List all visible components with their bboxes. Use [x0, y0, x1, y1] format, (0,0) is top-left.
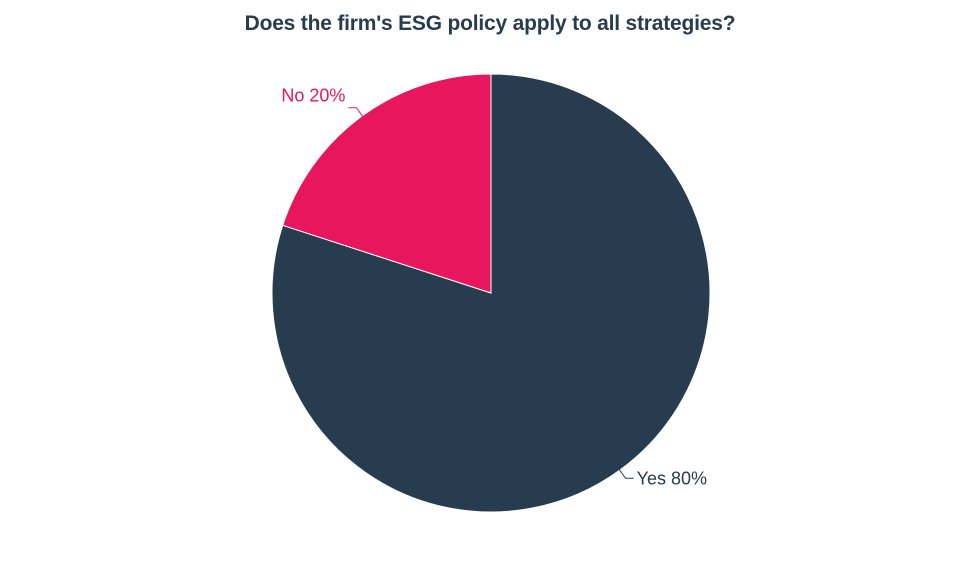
label-leaders — [348, 107, 634, 479]
chart-title: Does the firm's ESG policy apply to all … — [244, 12, 736, 35]
leader-line-yes — [618, 468, 634, 479]
slice-label-no: No 20% — [281, 86, 345, 106]
slice-label-yes: Yes 80% — [637, 468, 707, 488]
leader-line-no — [348, 107, 364, 118]
pie-slices — [271, 73, 711, 513]
slice-labels: Yes 80% No 20% — [281, 86, 707, 489]
